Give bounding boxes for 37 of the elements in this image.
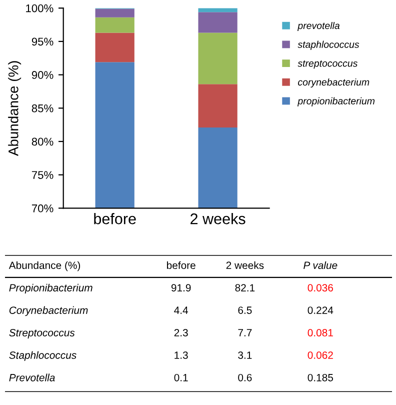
- text: 4.4: [174, 306, 188, 314]
- text: 82.1: [235, 284, 255, 292]
- y-tick-label: 95%: [32, 38, 54, 46]
- text: 0.081: [308, 329, 333, 336]
- text: 3.1: [238, 351, 252, 359]
- y-tick-label: 85%: [32, 104, 54, 112]
- y-tick-label: 100%: [26, 4, 54, 12]
- text: Staphlococcus: [9, 351, 76, 361]
- text: Streptococcus: [9, 329, 75, 338]
- legend-label: streptococcus: [298, 60, 358, 69]
- text: 0.224: [308, 306, 334, 314]
- legend-label: prevotella: [297, 22, 340, 32]
- text: 7.7: [238, 329, 252, 336]
- text: 0.185: [308, 374, 334, 382]
- text: 0.036: [308, 284, 333, 292]
- text: 2 weeks: [226, 261, 264, 270]
- text: 0.062: [308, 351, 333, 359]
- legend-label: propionibacterium: [297, 97, 375, 106]
- text: 0.6: [238, 374, 252, 382]
- text: 91.9: [171, 284, 191, 292]
- text: 2.3: [174, 329, 188, 336]
- text: Propionibacterium: [9, 284, 92, 294]
- y-tick-label: 70%: [32, 204, 54, 212]
- text: Abundance (%): [8, 261, 80, 272]
- legend-label: corynebacterium: [298, 78, 370, 88]
- y-tick-label: 90%: [32, 71, 54, 79]
- y-tick-label: 75%: [32, 171, 54, 179]
- y-tick-label: 80%: [32, 138, 54, 146]
- y-axis-title: Abundance (%): [8, 61, 22, 156]
- text: Corynebacterium: [9, 306, 88, 316]
- text: Prevotella: [9, 374, 55, 382]
- text: before: [166, 261, 196, 270]
- text: 0.1: [174, 374, 188, 382]
- text: 1.3: [174, 351, 188, 359]
- text: P value: [304, 261, 338, 270]
- legend-label: staphlococcus: [298, 40, 360, 50]
- text: 6.5: [238, 306, 252, 314]
